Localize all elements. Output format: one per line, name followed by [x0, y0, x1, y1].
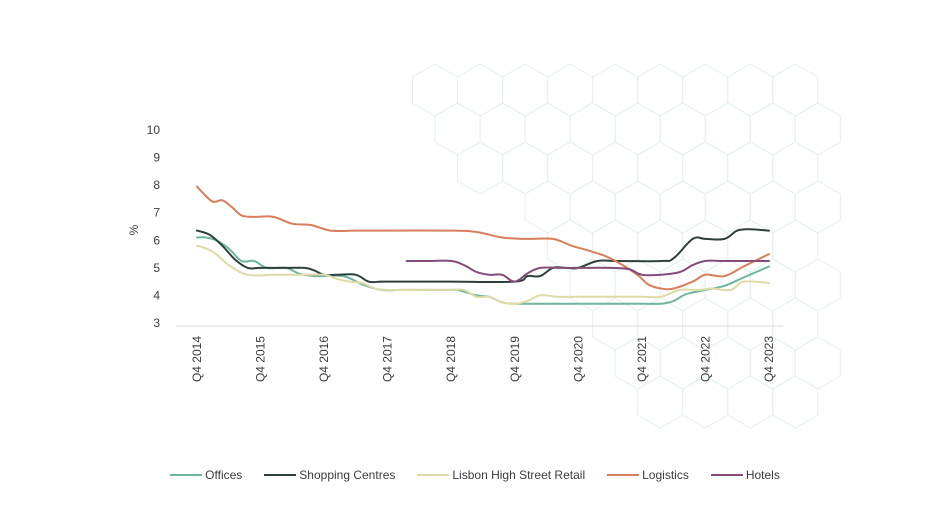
hexagon-shape-55 — [637, 375, 684, 429]
hexagon-shape-10 — [479, 102, 526, 156]
series-line-hotels — [405, 259, 770, 283]
hexagon-shape-13 — [614, 102, 661, 156]
series-lines — [196, 185, 770, 305]
y-tick-label: 10 — [147, 123, 161, 137]
hexagon-shape-31 — [749, 180, 796, 234]
legend: Offices Shopping Centres Lisbon High Str… — [0, 466, 950, 484]
legend-item-shopping-centres: Shopping Centres — [264, 466, 395, 484]
legend-swatch-hotels — [710, 474, 743, 476]
hexagon-shape-44 — [794, 258, 841, 312]
hexagon-shape-11 — [524, 102, 571, 156]
hexagon-shape-30 — [704, 180, 751, 234]
y-tick-label: 7 — [153, 206, 160, 220]
x-tick-label: Q4 2022 — [698, 336, 712, 382]
y-tick-label: 3 — [153, 316, 160, 330]
hexagon-shape-8 — [772, 63, 819, 117]
hexagon-shape-28 — [614, 180, 661, 234]
series-line-shopping-centres — [196, 228, 770, 284]
legend-item-hotels: Hotels — [710, 466, 780, 484]
hexagon-shape-21 — [592, 141, 639, 195]
hexagon-shape-56 — [682, 375, 729, 429]
hexagon-shape-17 — [794, 102, 841, 156]
legend-label-lisbon-high-street-retail: Lisbon High Street Retail — [452, 468, 586, 482]
legend-swatch-shopping-centres — [264, 474, 297, 476]
hexagon-shape-38 — [772, 219, 819, 273]
hexagon-shape-6 — [682, 63, 729, 117]
y-tick-label: 8 — [153, 178, 160, 192]
legend-label-shopping-centres: Shopping Centres — [299, 468, 396, 482]
hexagon-shape-18 — [457, 141, 504, 195]
legend-item-logistics: Logistics — [607, 466, 689, 484]
y-tick-label: 9 — [153, 151, 160, 165]
hexagon-shape-29 — [659, 180, 706, 234]
hexagon-shape-58 — [772, 375, 819, 429]
x-tick-label: Q4 2017 — [381, 336, 395, 382]
hexagon-shape-9 — [434, 102, 481, 156]
hexagon-shape-22 — [637, 141, 684, 195]
hexagon-shape-1 — [457, 63, 504, 117]
legend-swatch-logistics — [607, 474, 640, 476]
x-tick-label: Q4 2018 — [444, 336, 458, 382]
hexagon-shape-27 — [569, 180, 616, 234]
hexagon-shape-24 — [727, 141, 774, 195]
hexagon-shape-2 — [502, 63, 549, 117]
hexagon-shape-57 — [727, 375, 774, 429]
hexagon-shape-5 — [637, 63, 684, 117]
hexagon-background-pattern — [412, 63, 841, 429]
legend-label-logistics: Logistics — [642, 468, 689, 482]
hexagon-shape-32 — [794, 180, 841, 234]
hexagon-shape-19 — [502, 141, 549, 195]
hexagon-shape-45 — [592, 297, 639, 351]
hexagon-shape-20 — [547, 141, 594, 195]
legend-label-offices: Offices — [205, 468, 243, 482]
series-line-lisbon-high-street-retail — [196, 244, 770, 305]
legend-item-offices: Offices — [170, 466, 242, 484]
hexagon-shape-15 — [704, 102, 751, 156]
y-tick-label: 6 — [153, 233, 160, 247]
hexagon-shape-16 — [749, 102, 796, 156]
x-tick-label: Q4 2015 — [254, 336, 268, 382]
legend-item-lisbon-high-street-retail: Lisbon High Street Retail — [417, 466, 585, 484]
hexagon-shape-3 — [547, 63, 594, 117]
x-tick-label: Q4 2023 — [762, 336, 776, 382]
hexagon-shape-4 — [592, 63, 639, 117]
hexagon-shape-23 — [682, 141, 729, 195]
hexagon-shape-12 — [569, 102, 616, 156]
legend-label-hotels: Hotels — [745, 468, 780, 482]
hexagon-shape-14 — [659, 102, 706, 156]
hexagon-shape-36 — [682, 219, 729, 273]
hexagon-shape-25 — [772, 141, 819, 195]
hexagon-shape-26 — [524, 180, 571, 234]
legend-swatch-lisbon-high-street-retail — [417, 474, 450, 476]
hexagon-shape-7 — [727, 63, 774, 117]
y-axis-label: % — [127, 224, 141, 235]
x-tick-label: Q4 2016 — [317, 336, 331, 382]
x-tick-label: Q4 2014 — [190, 336, 204, 382]
hexagon-shape-43 — [749, 258, 796, 312]
y-tick-label: 5 — [153, 261, 160, 275]
series-line-logistics — [196, 185, 770, 291]
y-tick-labels: 3 4 5 6 7 8 9 10 — [147, 123, 161, 330]
hexagon-shape-34 — [592, 219, 639, 273]
x-tick-label: Q4 2021 — [635, 336, 649, 382]
hexagon-shape-35 — [637, 219, 684, 273]
y-tick-label: 4 — [153, 288, 160, 302]
hexagon-shape-49 — [772, 297, 819, 351]
hexagon-shape-54 — [794, 336, 841, 390]
x-tick-label: Q4 2020 — [571, 336, 585, 382]
legend-swatch-offices — [170, 474, 203, 476]
x-tick-labels: Q4 2014 Q4 2015 Q4 2016 Q4 2017 Q4 2018 Q4 20… — [190, 336, 776, 382]
hexagon-shape-0 — [412, 63, 458, 117]
x-tick-label: Q4 2019 — [508, 336, 522, 382]
